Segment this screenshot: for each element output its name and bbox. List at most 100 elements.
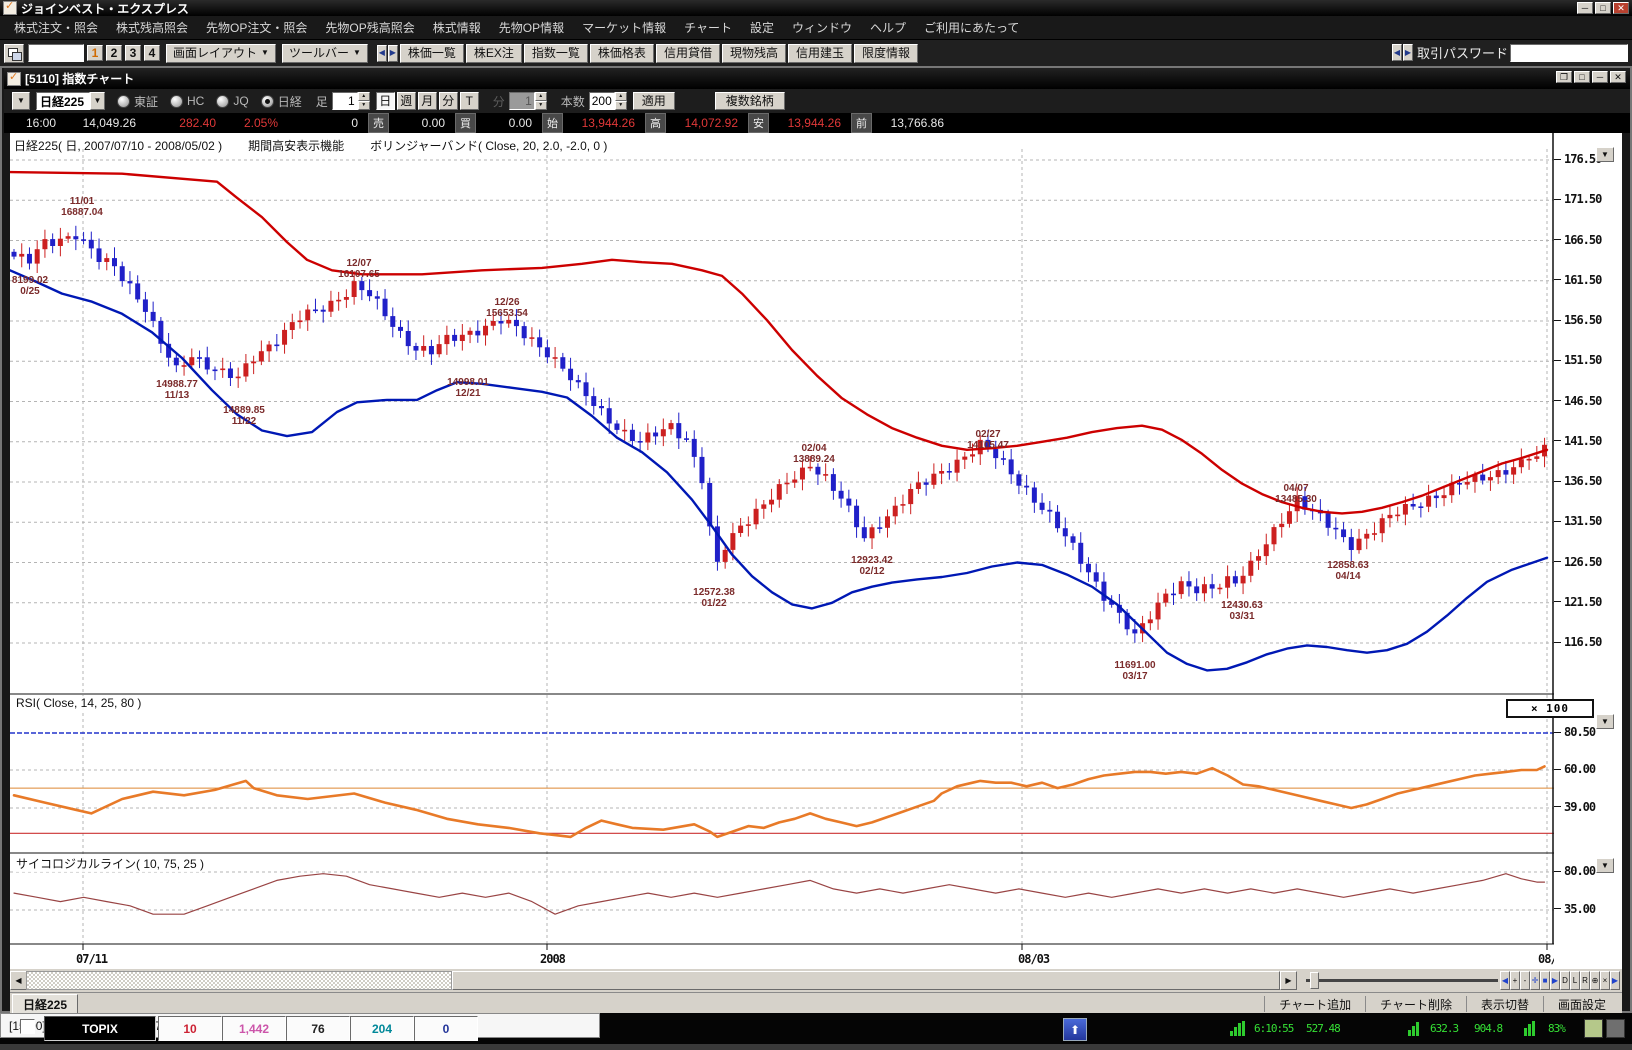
spin-down-icon[interactable]: ▼: [357, 101, 370, 110]
period-button-1[interactable]: 週: [396, 92, 416, 110]
market-radio-2[interactable]: JQ: [216, 93, 249, 110]
chart-title: 日経225( 日, 2007/07/10 - 2008/05/02 ): [14, 139, 223, 153]
spin-down-icon[interactable]: ▼: [614, 101, 627, 110]
restore-icon[interactable]: ❐: [1556, 71, 1572, 83]
step-last-icon[interactable]: ▶: [1610, 971, 1620, 990]
maximize-icon[interactable]: □: [1595, 2, 1611, 14]
zoom-slider-track[interactable]: [1306, 979, 1498, 982]
menu-item-0[interactable]: 株式注文・照会: [14, 21, 99, 35]
market-radio-label: 東証: [134, 94, 159, 109]
network-meter-icon: [1230, 1021, 1245, 1036]
scroll-right-icon[interactable]: ▶: [1280, 971, 1297, 990]
chart-plot[interactable]: 日経225( 日, 2007/07/10 - 2008/05/02 ) 期間高安表…: [10, 133, 1554, 969]
scrollbar-thumb[interactable]: [452, 971, 1280, 990]
step-first-icon[interactable]: ◀: [1500, 971, 1510, 990]
menu-item-11[interactable]: ご利用にあたって: [924, 21, 1020, 35]
toolbar-menu-button[interactable]: ツールバー ▼: [281, 43, 368, 63]
quick-button-2[interactable]: 指数一覧: [523, 43, 588, 63]
password-input[interactable]: [1510, 43, 1628, 62]
market-radio-1[interactable]: HC: [170, 93, 204, 110]
chart-type-dropdown[interactable]: ▼: [12, 92, 30, 110]
zoom-slider-thumb[interactable]: [1310, 972, 1319, 989]
magnifier-icon[interactable]: ⊕: [1590, 971, 1600, 990]
menu-item-5[interactable]: 先物OP情報: [498, 21, 565, 35]
bottom-button-0[interactable]: チャート追加: [1264, 996, 1365, 1012]
menu-item-1[interactable]: 株式残高照会: [116, 21, 189, 35]
toolbar-menu-label: ツールバー: [288, 46, 349, 60]
layout-name-input[interactable]: [28, 44, 84, 62]
screen-layout-button[interactable]: 画面レイアウト ▼: [166, 43, 276, 63]
rsi-pane-dropdown[interactable]: ▼: [1596, 714, 1614, 729]
period-button-2[interactable]: 月: [417, 92, 437, 110]
close-icon[interactable]: ×: [1600, 971, 1610, 990]
chart-annotation-10: 04/07 13485.30: [1275, 483, 1317, 505]
status-symbol[interactable]: TOPIX: [44, 1016, 156, 1041]
scroll-left-icon[interactable]: ◀: [10, 971, 27, 990]
quick-button-5[interactable]: 現物残高: [721, 43, 786, 63]
menu-item-4[interactable]: 株式情報: [432, 21, 481, 35]
arrow-left-icon[interactable]: ◀: [1391, 44, 1402, 61]
period-button-3[interactable]: 分: [438, 92, 458, 110]
menu-item-3[interactable]: 先物OP残高照会: [325, 21, 415, 35]
zoom-in-icon[interactable]: +: [1510, 971, 1520, 990]
layout-button-2[interactable]: 2: [106, 45, 122, 61]
layout-button-4[interactable]: 4: [144, 45, 160, 61]
ashi-stepper[interactable]: 1 ▲ ▼: [331, 92, 370, 110]
spin-up-icon[interactable]: ▲: [357, 92, 370, 101]
line-mode-button[interactable]: L: [1570, 971, 1580, 990]
menu-item-8[interactable]: 設定: [749, 21, 774, 35]
pan-icon[interactable]: ✛: [1530, 971, 1540, 990]
main-pane-dropdown[interactable]: ▼: [1596, 147, 1614, 162]
price-axis-tick: 151.50: [1554, 353, 1622, 367]
minimize-icon[interactable]: ─: [1592, 71, 1608, 83]
quick-button-7[interactable]: 限度情報: [853, 43, 918, 63]
tab-nikkei225[interactable]: 日経225: [12, 994, 78, 1015]
market-radio-3[interactable]: 日経: [260, 93, 302, 110]
psych-pane-dropdown[interactable]: ▼: [1596, 858, 1614, 873]
menu-item-9[interactable]: ウィンドウ: [792, 21, 853, 35]
quick-button-3[interactable]: 株価格表: [589, 43, 654, 63]
period-button-0[interactable]: 日: [375, 92, 395, 110]
minimize-icon[interactable]: ─: [1577, 2, 1593, 14]
price-axis-tick: 171.50: [1554, 192, 1622, 206]
scrollbar-track[interactable]: [26, 971, 452, 990]
arrow-right-icon[interactable]: ▶: [387, 44, 398, 62]
menu-item-6[interactable]: マーケット情報: [582, 21, 667, 35]
quick-button-6[interactable]: 信用建玉: [787, 43, 852, 63]
symbol-combo[interactable]: 日経225 ▼: [36, 92, 105, 110]
market-radio-label: JQ: [233, 94, 249, 108]
clock-icon[interactable]: [1606, 1019, 1625, 1038]
quick-button-1[interactable]: 株EX注: [465, 43, 522, 63]
spin-up-icon[interactable]: ▲: [614, 92, 627, 101]
quick-button-0[interactable]: 株価一覧: [399, 43, 464, 63]
close-icon[interactable]: ✕: [1610, 71, 1626, 83]
arrow-left-icon[interactable]: ◀: [376, 44, 387, 62]
day-mode-button[interactable]: D: [1560, 971, 1570, 990]
apply-button[interactable]: 適用: [632, 92, 675, 110]
arrow-right-icon[interactable]: ▶: [1402, 44, 1413, 61]
bottom-button-1[interactable]: チャート削除: [1365, 996, 1466, 1012]
status-indicator-icon[interactable]: [1584, 1019, 1603, 1038]
layout-switch-icon[interactable]: [4, 43, 24, 63]
market-radio-0[interactable]: 東証: [117, 93, 158, 110]
bottom-button-3[interactable]: 画面設定: [1542, 996, 1620, 1012]
period-button-4[interactable]: T: [459, 92, 479, 110]
status-checkbox[interactable]: [20, 1019, 35, 1034]
close-icon[interactable]: ✕: [1613, 2, 1629, 14]
layout-button-1[interactable]: 1: [87, 45, 103, 61]
chart-window-titlebar[interactable]: [5110] 指数チャート ❐ □ ─ ✕: [4, 68, 1630, 89]
play-icon[interactable]: ▶: [1550, 971, 1560, 990]
quick-button-4[interactable]: 信用貸借: [655, 43, 720, 63]
multi-symbol-button[interactable]: 複数銘柄: [714, 92, 785, 110]
reset-button[interactable]: R: [1580, 971, 1590, 990]
menu-item-2[interactable]: 先物OP注文・照会: [206, 21, 308, 35]
stop-icon[interactable]: ■: [1540, 971, 1550, 990]
bottom-button-2[interactable]: 表示切替: [1465, 996, 1543, 1012]
bars-stepper[interactable]: 200 ▲ ▼: [588, 92, 627, 110]
layout-button-3[interactable]: 3: [125, 45, 141, 61]
menu-item-10[interactable]: ヘルプ: [870, 21, 907, 35]
menu-item-7[interactable]: チャート: [684, 21, 732, 35]
maximize-icon[interactable]: □: [1574, 71, 1590, 83]
zoom-out-icon[interactable]: -: [1520, 971, 1530, 990]
scroll-up-button[interactable]: ⬆: [1063, 1018, 1087, 1041]
